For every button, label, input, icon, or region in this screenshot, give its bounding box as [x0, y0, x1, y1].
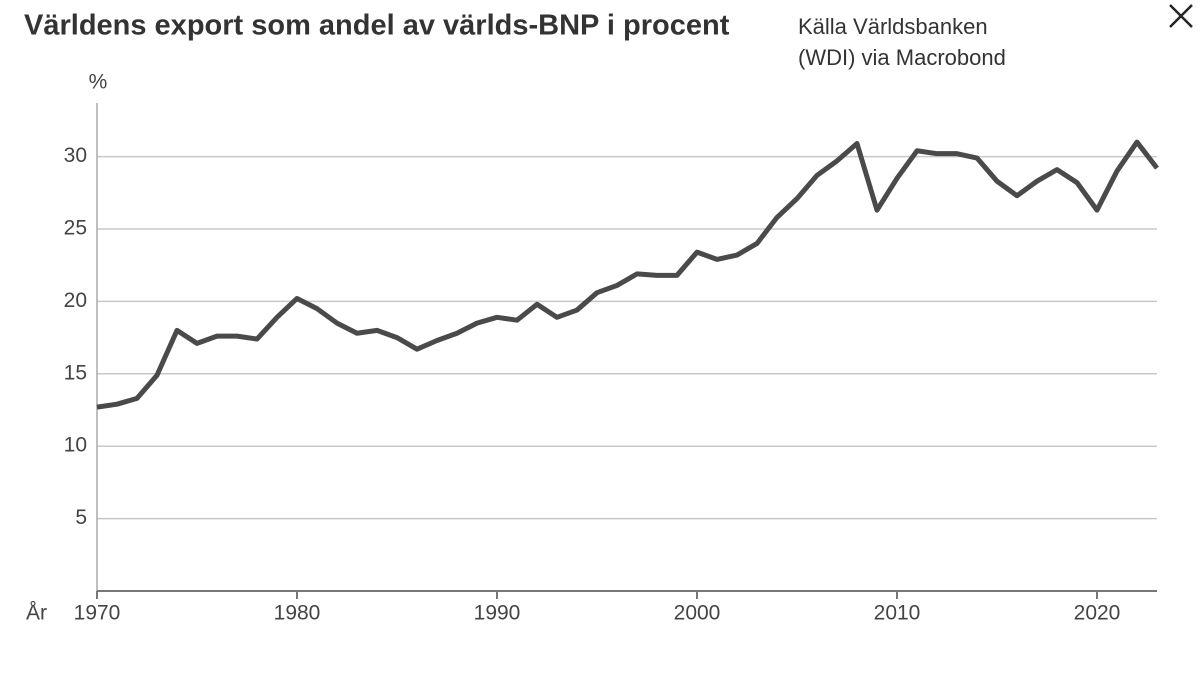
y-tick-label: 25: [64, 217, 87, 240]
chart-title: Världens export som andel av världs-BNP …: [24, 10, 730, 42]
y-tick-label: 20: [64, 289, 87, 312]
close-icon[interactable]: [1169, 4, 1193, 28]
y-tick-label: 15: [64, 361, 87, 384]
x-tick-label: 2020: [1074, 602, 1121, 625]
close-button[interactable]: [1169, 4, 1193, 28]
x-tick-label: 2000: [674, 602, 721, 625]
source-line: (WDI) via Macrobond: [798, 45, 1006, 70]
x-tick-label: 1980: [274, 602, 321, 625]
source-line: Källa Världsbanken: [798, 14, 988, 39]
x-tick-label: 1970: [74, 602, 121, 625]
x-axis-label: År: [26, 602, 47, 625]
y-axis-label: %: [89, 71, 108, 94]
data-line: [96, 139, 1159, 410]
y-tick-label: 10: [64, 434, 87, 457]
y-tick-label: 30: [64, 144, 87, 167]
x-tick-label: 2010: [874, 602, 921, 625]
x-tick-label: 1990: [474, 602, 521, 625]
y-tick-label: 5: [75, 506, 87, 529]
